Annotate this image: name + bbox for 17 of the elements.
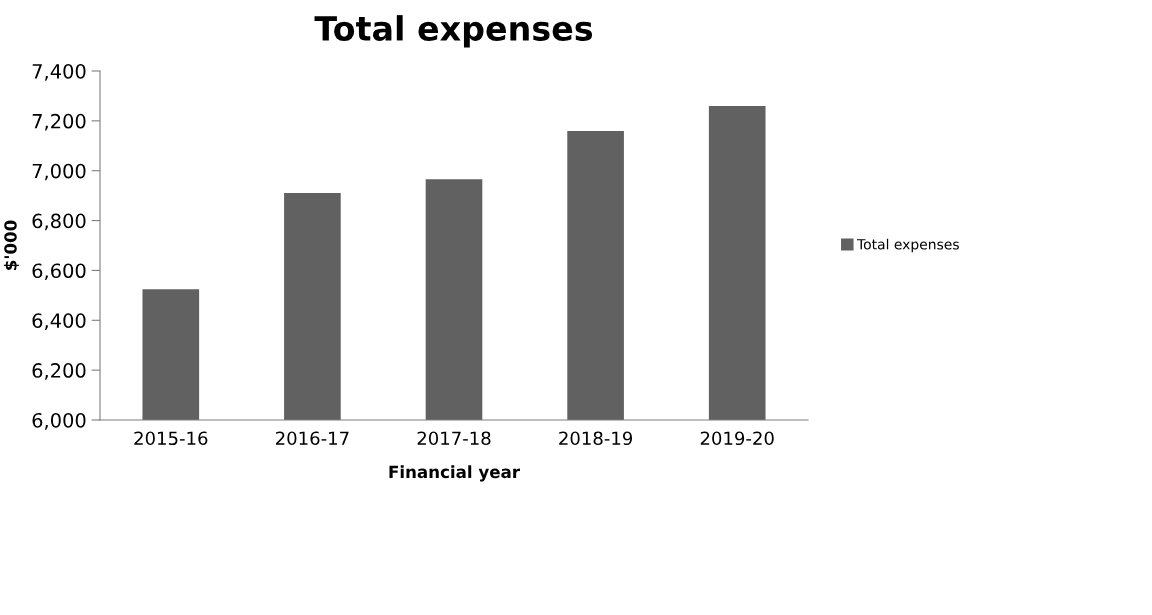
- x-tick-label: 2018-19: [559, 431, 633, 446]
- y-axis-title: $'000: [3, 220, 20, 270]
- x-axis-title: Financial year: [389, 465, 520, 482]
- y-tick-label: 6,800: [32, 213, 86, 231]
- y-tick-label: 6,200: [32, 363, 86, 380]
- chart-title: Total expenses: [314, 15, 593, 48]
- x-tick-label: 2015-16: [134, 431, 208, 446]
- x-tick-label: 2017-18: [417, 431, 491, 446]
- y-tick-label: 6,600: [32, 263, 86, 281]
- legend-label: Total expenses: [856, 238, 959, 253]
- x-tick-label: 2016-17: [276, 431, 349, 446]
- y-tick-label: 7,200: [32, 113, 86, 131]
- y-tick-label: 7,400: [32, 63, 86, 81]
- x-tick-label: 2019-20: [700, 431, 774, 446]
- y-tick-label: 6,400: [32, 313, 86, 330]
- y-tick-label: 6,000: [32, 412, 86, 430]
- y-tick-label: 7,000: [32, 163, 86, 181]
